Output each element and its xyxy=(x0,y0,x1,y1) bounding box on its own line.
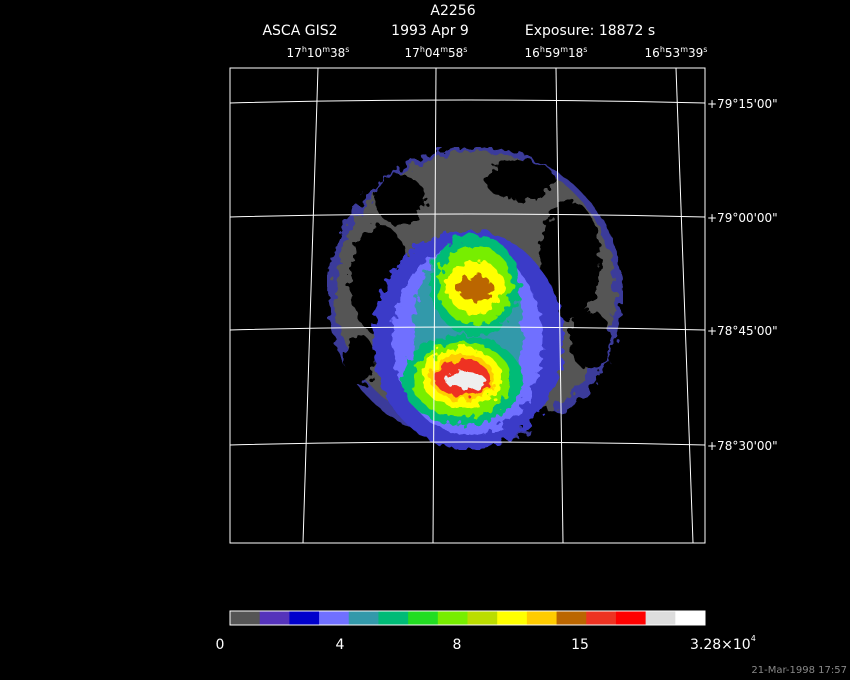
colorbar-max-label: 3.28×104 xyxy=(690,634,756,653)
date: 1993 Apr 9 xyxy=(391,23,469,39)
image xyxy=(327,147,623,450)
colorbar-cell xyxy=(437,611,468,625)
dec-grid-line xyxy=(229,441,706,446)
ra-grid-line xyxy=(675,67,694,544)
instrument: ASCA GIS2 xyxy=(262,23,337,39)
ra-label: 17h10m38s xyxy=(287,45,350,60)
ra-value: 17 xyxy=(405,46,420,60)
colorbar-cell xyxy=(289,611,320,625)
colorbar-cell xyxy=(378,611,409,625)
dec-label: +78°30'00" xyxy=(707,439,778,453)
colorbar-max: 3.28×10 xyxy=(690,637,751,653)
ra-unit: m xyxy=(680,45,688,54)
frame xyxy=(229,67,706,544)
colorbar-cell xyxy=(586,611,617,625)
dec-label: +78°45'00" xyxy=(707,324,778,338)
dec-grid-line xyxy=(229,99,706,104)
colorbar-frame xyxy=(229,610,706,626)
ra-label: 16h59m18s xyxy=(525,45,588,60)
ra-unit: s xyxy=(583,45,587,54)
ra-value: 10 xyxy=(307,46,322,60)
dec-grid-line xyxy=(229,326,706,331)
ra-value: 39 xyxy=(688,46,703,60)
ra-grid-line xyxy=(302,67,319,544)
ra-unit: m xyxy=(560,45,568,54)
colorbar-label: 4 xyxy=(336,637,345,653)
colorbar-cell xyxy=(230,611,261,625)
ra-unit: s xyxy=(703,45,707,54)
ra-unit: h xyxy=(660,45,665,54)
ra-label: 16h53m39s xyxy=(645,45,708,60)
exposure: Exposure: 18872 s xyxy=(525,23,655,39)
ra-value: 17 xyxy=(287,46,302,60)
colorbar-cell xyxy=(408,611,439,625)
colorbar-label: 0 xyxy=(216,637,225,653)
title: A2256 xyxy=(430,3,475,19)
colorbar-cell xyxy=(259,611,290,625)
ra-value: 16 xyxy=(645,46,660,60)
colorbar-cell xyxy=(467,611,498,625)
colorbar-cell xyxy=(348,611,379,625)
ra-unit: h xyxy=(420,45,425,54)
colorbar-cell xyxy=(497,611,528,625)
colorbar-label: 8 xyxy=(453,637,462,653)
ra-grid-line xyxy=(555,67,564,544)
ra-grid-line xyxy=(432,67,437,544)
dec-label: +79°15'00" xyxy=(707,97,778,111)
ra-label: 17h04m58s xyxy=(405,45,468,60)
ra-value: 38 xyxy=(330,46,345,60)
ra-value: 18 xyxy=(568,46,583,60)
ra-unit: h xyxy=(540,45,545,54)
colorbar-exponent: 4 xyxy=(751,634,756,643)
ra-value: 58 xyxy=(448,46,463,60)
ra-unit: m xyxy=(440,45,448,54)
colorbar-label: 15 xyxy=(571,637,589,653)
dec-grid-line xyxy=(229,213,706,218)
dec-label: +79°00'00" xyxy=(707,211,778,225)
colorbar-cell xyxy=(675,611,706,625)
colorbar-cell xyxy=(645,611,676,625)
ra-value: 04 xyxy=(425,46,440,60)
ra-unit: s xyxy=(463,45,467,54)
ra-unit: m xyxy=(322,45,330,54)
ra-unit: h xyxy=(302,45,307,54)
ra-unit: s xyxy=(345,45,349,54)
ra-value: 53 xyxy=(665,46,680,60)
colorbar-cell xyxy=(615,611,647,625)
colorbar-cell xyxy=(319,611,350,625)
ra-value: 59 xyxy=(545,46,560,60)
timestamp: 21-Mar-1998 17:57 xyxy=(751,665,847,676)
ra-value: 16 xyxy=(525,46,540,60)
colorbar-cell xyxy=(556,611,587,625)
colorbar-cell xyxy=(526,611,558,625)
